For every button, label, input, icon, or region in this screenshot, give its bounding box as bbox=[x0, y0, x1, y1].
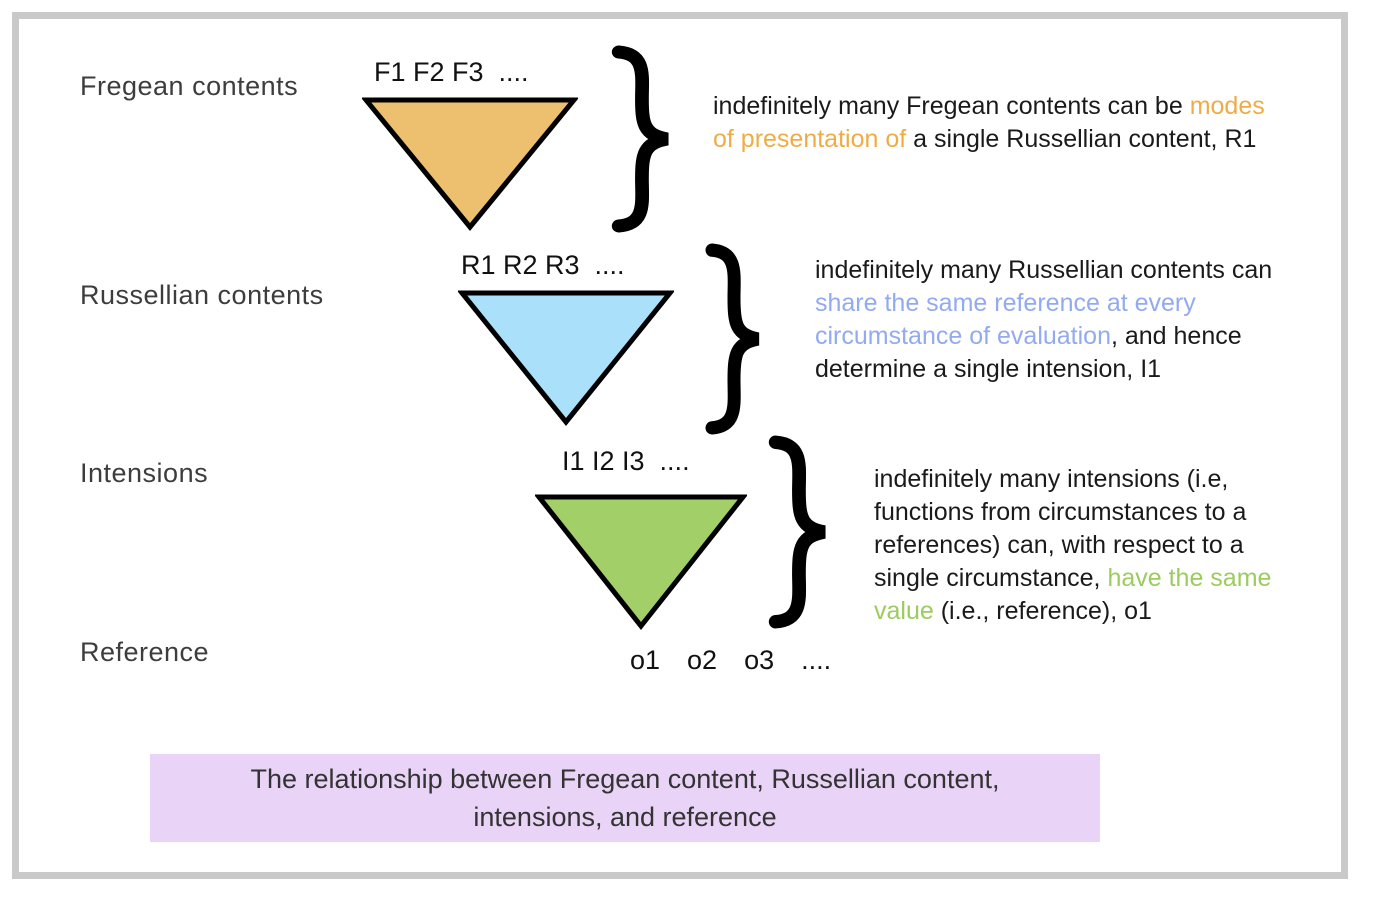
brace-icon-fregean bbox=[611, 45, 669, 233]
fregean-triangle-shape bbox=[362, 97, 578, 231]
row-label-reference: Reference bbox=[80, 637, 210, 667]
row-label-intensions: Intensions bbox=[80, 458, 209, 488]
annotation-fregean: indefinitely many Fregean contents can b… bbox=[713, 90, 1265, 156]
intensions-triangle bbox=[535, 494, 747, 631]
caption-box: The relationship between Fregean content… bbox=[150, 754, 1100, 842]
brace-icon-intensions bbox=[768, 435, 826, 629]
annotation-intensions: indefinitely many intensions (i.e, functi… bbox=[874, 463, 1271, 628]
annotation-text: functions from circumstances to a bbox=[874, 498, 1247, 526]
annotation-text: (i.e., reference), o1 bbox=[933, 597, 1152, 625]
caption-line-2: intensions, and reference bbox=[473, 802, 777, 832]
annotation-accent-text: have the same bbox=[1107, 564, 1272, 592]
annotation-text: indefinitely many Fregean contents can b… bbox=[713, 92, 1190, 120]
fregean-triangle bbox=[362, 97, 578, 231]
russellian-items-label: R1 R2 R3 .... bbox=[461, 250, 625, 280]
caption-line-1: The relationship between Fregean content… bbox=[250, 764, 1000, 794]
annotation-text: indefinitely many intensions (i.e, bbox=[874, 465, 1229, 493]
annotation-russellian: indefinitely many Russellian contents ca… bbox=[815, 254, 1272, 386]
annotation-text: indefinitely many Russellian contents ca… bbox=[815, 256, 1273, 284]
row-label-russellian-contents: Russellian contents bbox=[80, 280, 324, 310]
annotation-text: a single Russellian content, R1 bbox=[906, 125, 1257, 153]
reference-items-label: o1 o2 o3 .... bbox=[630, 645, 832, 675]
brace-icon-russellian bbox=[705, 243, 760, 435]
russellian-triangle-shape bbox=[458, 290, 674, 426]
intensions-triangle-shape bbox=[535, 494, 747, 631]
annotation-text: , and hence bbox=[1110, 322, 1242, 350]
row-label-fregean-contents: Fregean contents bbox=[80, 71, 299, 101]
annotation-accent-text: modes bbox=[1189, 92, 1265, 120]
annotation-text: determine a single intension, I1 bbox=[815, 355, 1162, 383]
annotation-accent-text: value bbox=[874, 597, 934, 625]
annotation-accent-text: share the same reference at every bbox=[815, 289, 1196, 317]
fregean-items-label: F1 F2 F3 .... bbox=[374, 57, 529, 87]
figure-frame bbox=[12, 12, 1348, 879]
annotation-text: references) can, with respect to a bbox=[874, 531, 1244, 559]
annotation-text: single circumstance, bbox=[874, 564, 1108, 592]
annotation-accent-text: circumstance of evaluation bbox=[815, 322, 1111, 350]
annotation-accent-text: of presentation of bbox=[713, 125, 907, 153]
intensions-items-label: I1 I2 I3 .... bbox=[562, 446, 690, 476]
russellian-triangle bbox=[458, 290, 674, 426]
